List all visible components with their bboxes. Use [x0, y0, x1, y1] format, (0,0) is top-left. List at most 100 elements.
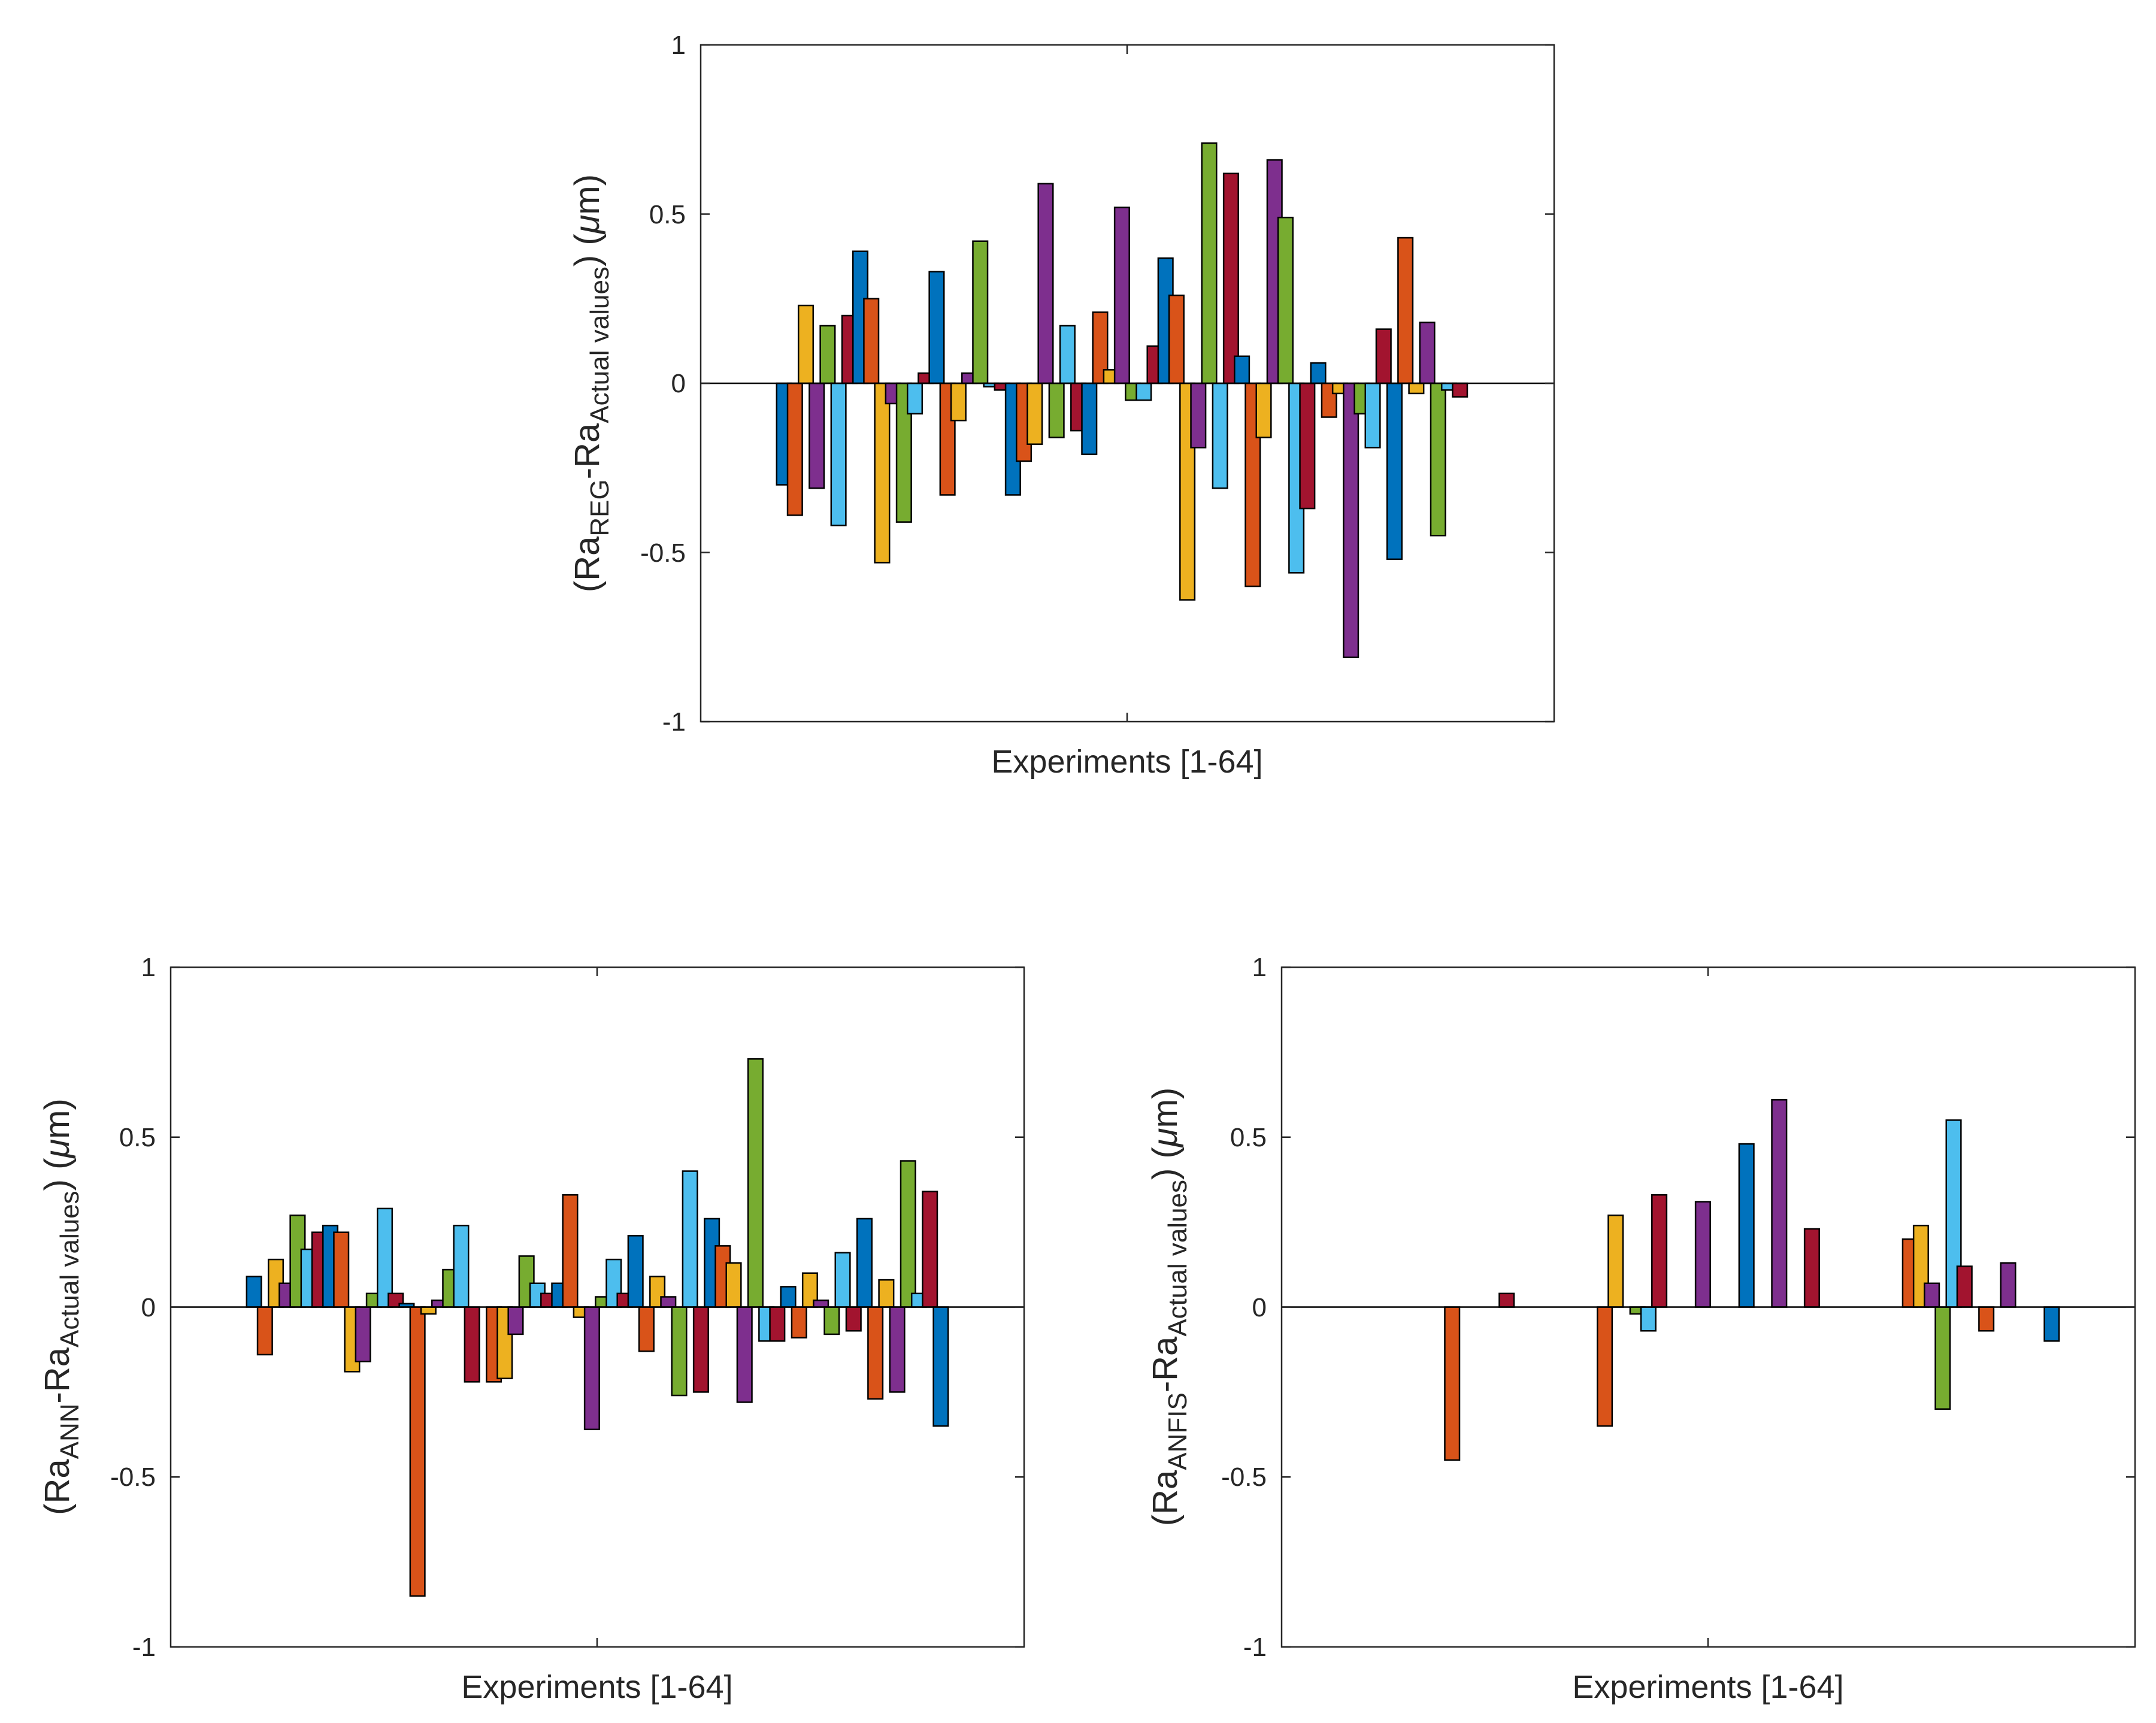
- ylabel-prefix: (Ra: [38, 1459, 77, 1515]
- ann-bar: [671, 1306, 688, 1397]
- ann-bar: [660, 1296, 677, 1308]
- anfis-bar: [1924, 1282, 1940, 1308]
- ylabel-mid: -Ra: [1146, 1336, 1185, 1392]
- anfis-bar: [1956, 1265, 1973, 1308]
- anfis-bar: [1498, 1292, 1515, 1308]
- ylabel-suffix: ) (: [38, 1158, 77, 1191]
- reg-bar: [907, 382, 923, 415]
- ann-bar: [562, 1194, 579, 1308]
- anfis-bar: [1607, 1215, 1624, 1308]
- ylabel-suffix: ) (: [568, 234, 607, 267]
- ann-bar: [246, 1276, 262, 1308]
- anfis-bar: [1651, 1194, 1668, 1308]
- ann-bar: [845, 1306, 862, 1332]
- ann-bar: [834, 1252, 851, 1308]
- reg-bar: [1452, 382, 1468, 398]
- anfis-bar: [1640, 1306, 1657, 1332]
- ylabel-mid: -Ra: [38, 1347, 77, 1403]
- ylabel-prefix: (Ra: [568, 536, 607, 592]
- ann-bar: [725, 1262, 742, 1308]
- reg-bar: [819, 325, 836, 384]
- anfis-bar: [2043, 1306, 2060, 1342]
- ann-bar: [355, 1306, 371, 1362]
- ann-bar: [453, 1225, 470, 1308]
- ylabel-tail: m): [1146, 1088, 1185, 1128]
- ylabel-sub1: ANFIS: [1163, 1392, 1192, 1470]
- anfis-bar: [1738, 1143, 1755, 1308]
- ann-error-chart: 1 0.5 0 -0.5 -1 Experiments [1-64] (RaAN…: [38, 953, 1025, 1705]
- anfis-y-ticks: [1282, 966, 2135, 1648]
- reg-bar: [1375, 328, 1392, 384]
- reg-bar: [1299, 382, 1316, 510]
- anfis-bar: [1934, 1306, 1951, 1410]
- reg-bar: [1364, 382, 1381, 449]
- ann-bar: [900, 1160, 916, 1308]
- anfis-bar: [1694, 1201, 1711, 1308]
- ylabel-unit: μ: [568, 215, 607, 235]
- anfis-bar: [1597, 1306, 1613, 1427]
- reg-bar: [1310, 362, 1327, 384]
- reg-y-tick-label: 0: [671, 369, 686, 398]
- reg-bar: [1113, 206, 1130, 384]
- ylabel-sub2: Actual values: [1163, 1180, 1192, 1337]
- reg-y-tick-label: 1: [671, 31, 686, 60]
- reg-bar: [950, 382, 967, 422]
- reg-bar: [1048, 382, 1065, 438]
- ylabel-sub1: REG: [585, 479, 614, 536]
- reg-bar: [1059, 325, 1076, 384]
- reg-bar: [808, 382, 825, 489]
- ylabel-tail: m): [568, 174, 607, 215]
- anfis-y-axis-label: (RaANFIS-RaActual values) (μm): [1146, 1088, 1192, 1526]
- reg-bar: [1135, 382, 1152, 401]
- reg-bar: [863, 298, 880, 384]
- ylabel-suffix: ) (: [1146, 1147, 1185, 1180]
- anfis-y-tick-label: 0: [1252, 1293, 1267, 1322]
- reg-bars: [776, 142, 1468, 658]
- reg-y-tick-label: 0.5: [649, 200, 686, 229]
- ann-y-tick-label: -1: [132, 1633, 156, 1662]
- ann-bar: [583, 1306, 600, 1431]
- anfis-y-tick-label: -1: [1243, 1633, 1267, 1662]
- ann-bars: [246, 1058, 949, 1597]
- anfis-y-tick-label: 0.5: [1230, 1123, 1267, 1152]
- ann-bar: [867, 1306, 884, 1400]
- ylabel-sub1: ANN: [55, 1403, 84, 1459]
- reg-bar: [1234, 355, 1250, 384]
- reg-bar: [1222, 172, 1239, 384]
- reg-bar: [1026, 382, 1043, 445]
- ann-y-axis-label: (RaANN-RaActual values) (μm): [38, 1098, 84, 1515]
- ann-bar: [333, 1231, 350, 1308]
- ann-bar: [769, 1306, 786, 1342]
- reg-error-chart: 1 0.5 0 -0.5 -1 Experiments [1-64] (RaRE…: [568, 31, 1555, 780]
- ylabel-sub2: Actual values: [585, 267, 614, 423]
- ann-bar: [682, 1170, 698, 1308]
- anfis-bar: [1771, 1099, 1788, 1308]
- ann-bar: [813, 1299, 829, 1308]
- reg-bar: [1397, 237, 1414, 384]
- ann-y-tick-label: 0: [141, 1293, 156, 1322]
- reg-bar: [786, 382, 803, 516]
- ann-bar: [932, 1306, 949, 1427]
- reg-bar: [1037, 183, 1054, 384]
- ann-bar: [823, 1306, 840, 1336]
- ann-bar: [791, 1306, 807, 1339]
- anfis-error-chart: 1 0.5 0 -0.5 -1 Experiments [1-64] (RaAN…: [1146, 953, 2136, 1705]
- reg-y-tick-label: -0.5: [640, 538, 686, 568]
- anfis-x-axis-label: Experiments [1-64]: [1572, 1669, 1843, 1705]
- anfis-y-tick-label: 1: [1252, 953, 1267, 982]
- reg-bar: [1190, 382, 1207, 449]
- ann-bar: [409, 1306, 426, 1597]
- reg-bar: [1419, 322, 1436, 384]
- reg-bar: [972, 240, 989, 384]
- reg-bar: [797, 304, 814, 384]
- ann-y-tick-label: 1: [141, 953, 156, 982]
- reg-bar: [1408, 382, 1425, 395]
- reg-bar: [830, 382, 847, 526]
- ann-bar: [889, 1306, 906, 1393]
- reg-x-axis-label: Experiments [1-64]: [991, 744, 1262, 780]
- ann-bar: [627, 1235, 644, 1308]
- reg-bar: [1212, 382, 1228, 489]
- ann-bar: [856, 1218, 873, 1308]
- anfis-bar: [1803, 1228, 1820, 1308]
- ann-bar: [780, 1286, 797, 1308]
